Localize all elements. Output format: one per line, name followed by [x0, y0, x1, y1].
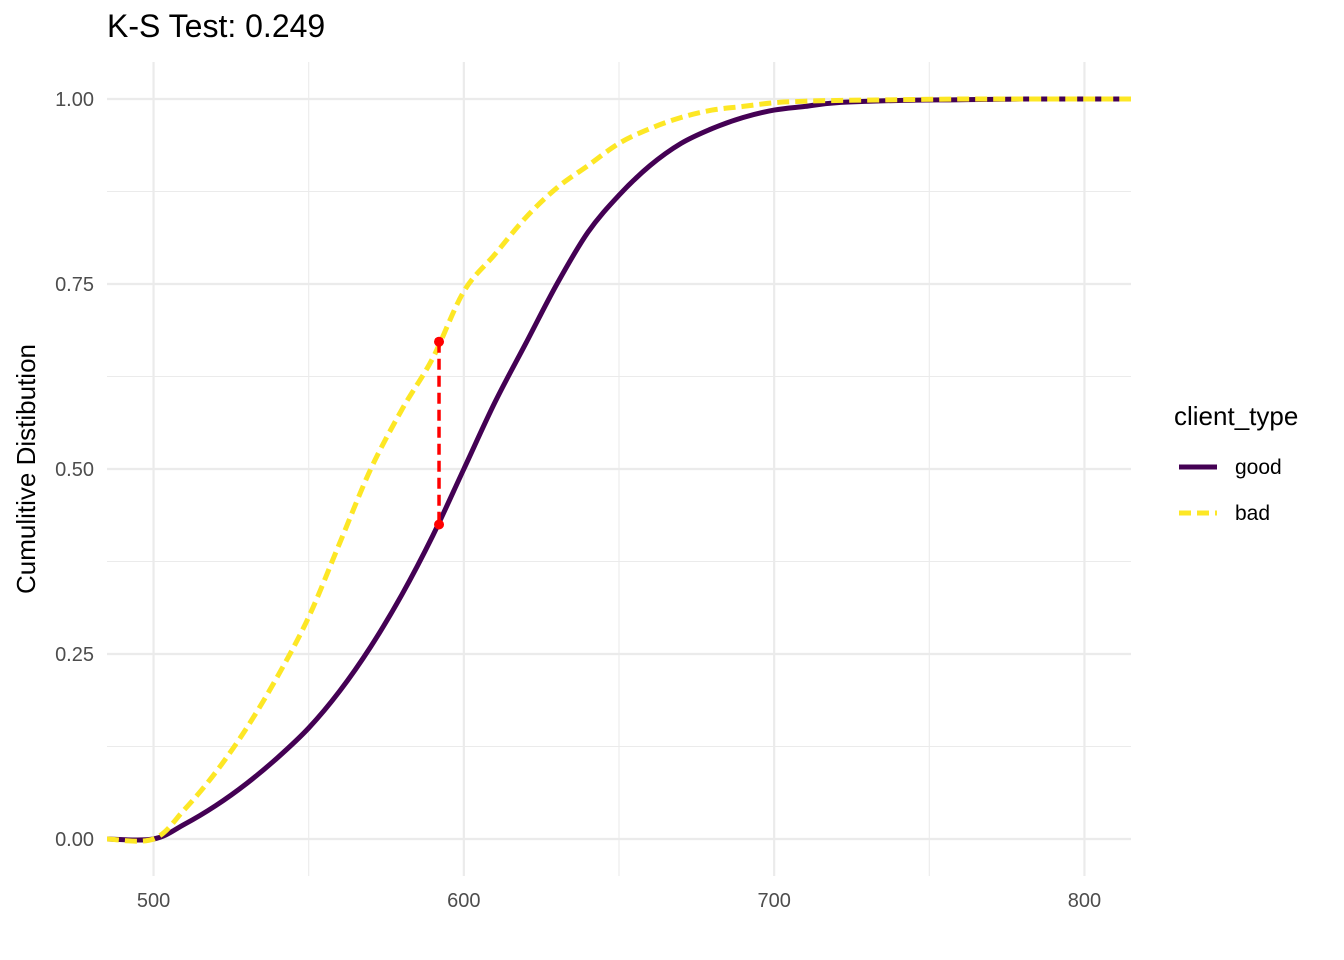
legend: client_type good bad — [1174, 401, 1298, 525]
series-line-bad — [106, 96, 1131, 844]
legend-title: client_type — [1174, 401, 1298, 431]
y-tick-labels: 0.00 0.25 0.50 0.75 1.00 — [55, 89, 94, 851]
x-tick-label: 600 — [447, 890, 480, 912]
y-tick-label: 0.50 — [55, 459, 94, 481]
x-tick-label: 700 — [757, 890, 790, 912]
chart-title: K-S Test: 0.249 — [107, 8, 325, 44]
y-tick-label: 0.00 — [55, 829, 94, 851]
x-tick-label: 800 — [1068, 890, 1101, 912]
ks-point-high — [434, 336, 445, 347]
y-tick-label: 0.75 — [55, 274, 94, 296]
y-tick-label: 0.25 — [55, 644, 94, 666]
y-tick-label: 1.00 — [55, 89, 94, 111]
y-axis-title: Cumulitive Distibution — [11, 344, 41, 594]
series-layer — [106, 96, 1131, 844]
legend-label-good: good — [1235, 456, 1282, 479]
grid-layer — [107, 62, 1131, 876]
legend-entries: good bad — [1179, 456, 1282, 525]
ks-point-low — [434, 519, 445, 530]
x-tick-label: 500 — [137, 890, 170, 912]
x-tick-labels: 500 600 700 800 — [137, 890, 1101, 912]
ks-annotation — [434, 336, 445, 530]
legend-label-bad: bad — [1235, 502, 1270, 525]
series-line-good — [106, 96, 1131, 843]
